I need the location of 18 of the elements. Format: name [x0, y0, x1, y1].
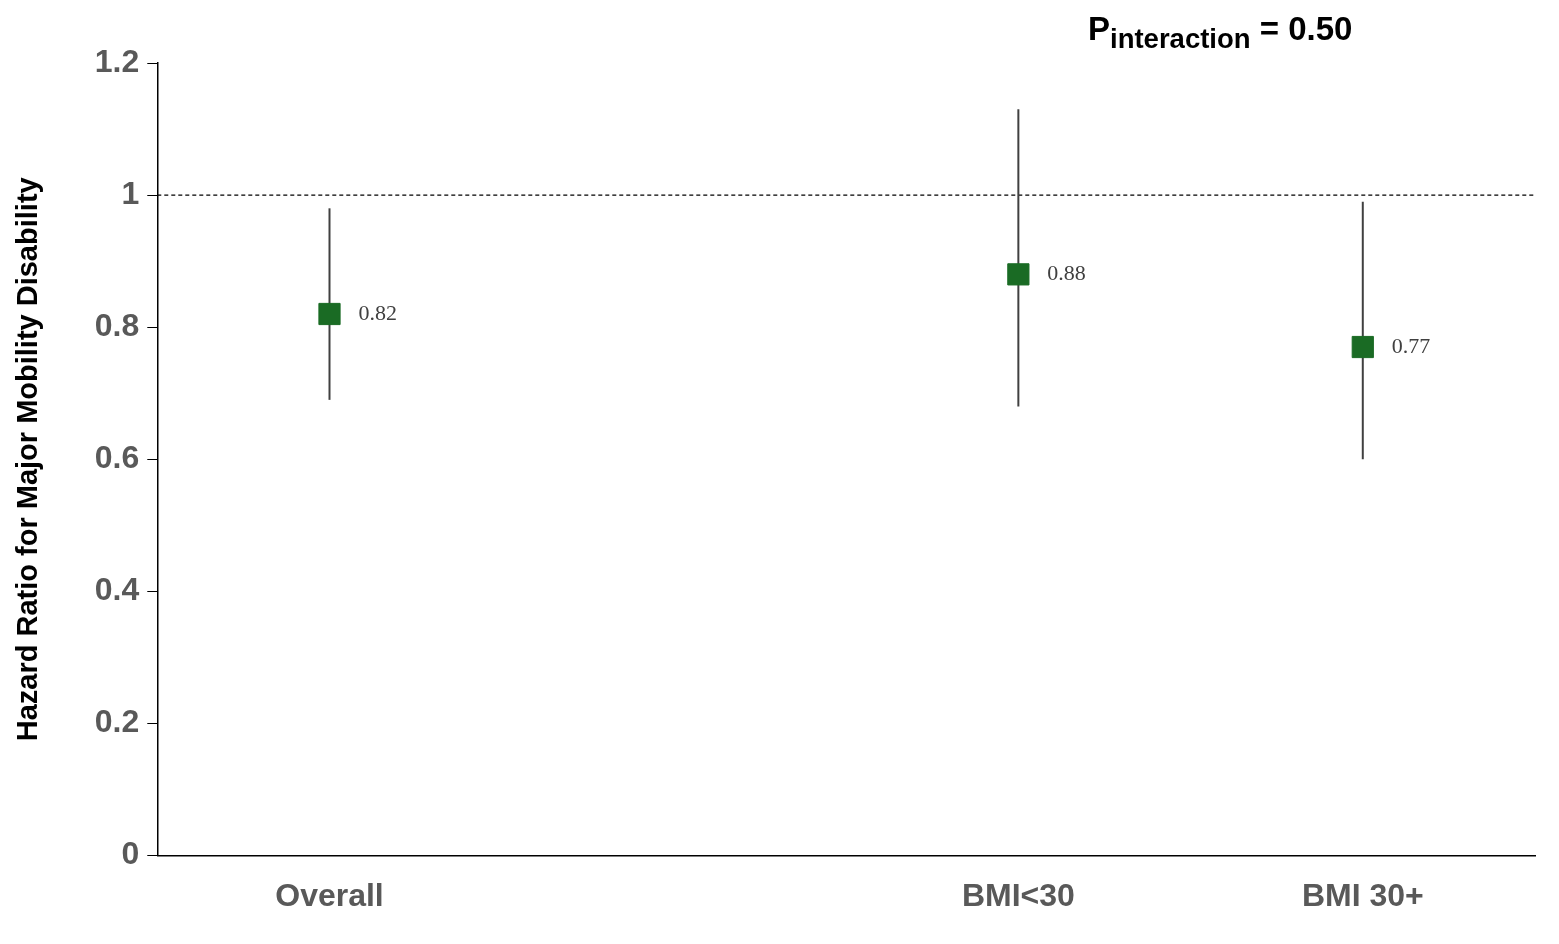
point: [1007, 263, 1030, 286]
y-tick-label: 1.2: [94, 42, 140, 79]
y-tick-label: 1: [121, 174, 140, 211]
y-tick-label: 0.2: [94, 703, 140, 740]
x-tick-label: BMI 30+: [1301, 876, 1424, 913]
data-label: 0.88: [1047, 260, 1086, 286]
text: P$_{interaction}$ = 0.50: [1088, 10, 1353, 55]
y-tick-label: 0.8: [94, 307, 140, 344]
x-tick-label: Overall: [275, 876, 384, 913]
data-label: 0.77: [1391, 332, 1431, 358]
data-label: 0.82: [358, 299, 397, 325]
y-tick-label: 0.4: [94, 571, 140, 608]
y-axis-title: Hazard Ratio for Major Mobility Disability: [11, 177, 44, 742]
point: [318, 302, 341, 326]
point: [1351, 335, 1374, 359]
y-tick-label: 0.6: [94, 439, 140, 476]
y-tick-label: 0: [121, 835, 140, 872]
x-tick-label: BMI<30: [961, 876, 1075, 913]
